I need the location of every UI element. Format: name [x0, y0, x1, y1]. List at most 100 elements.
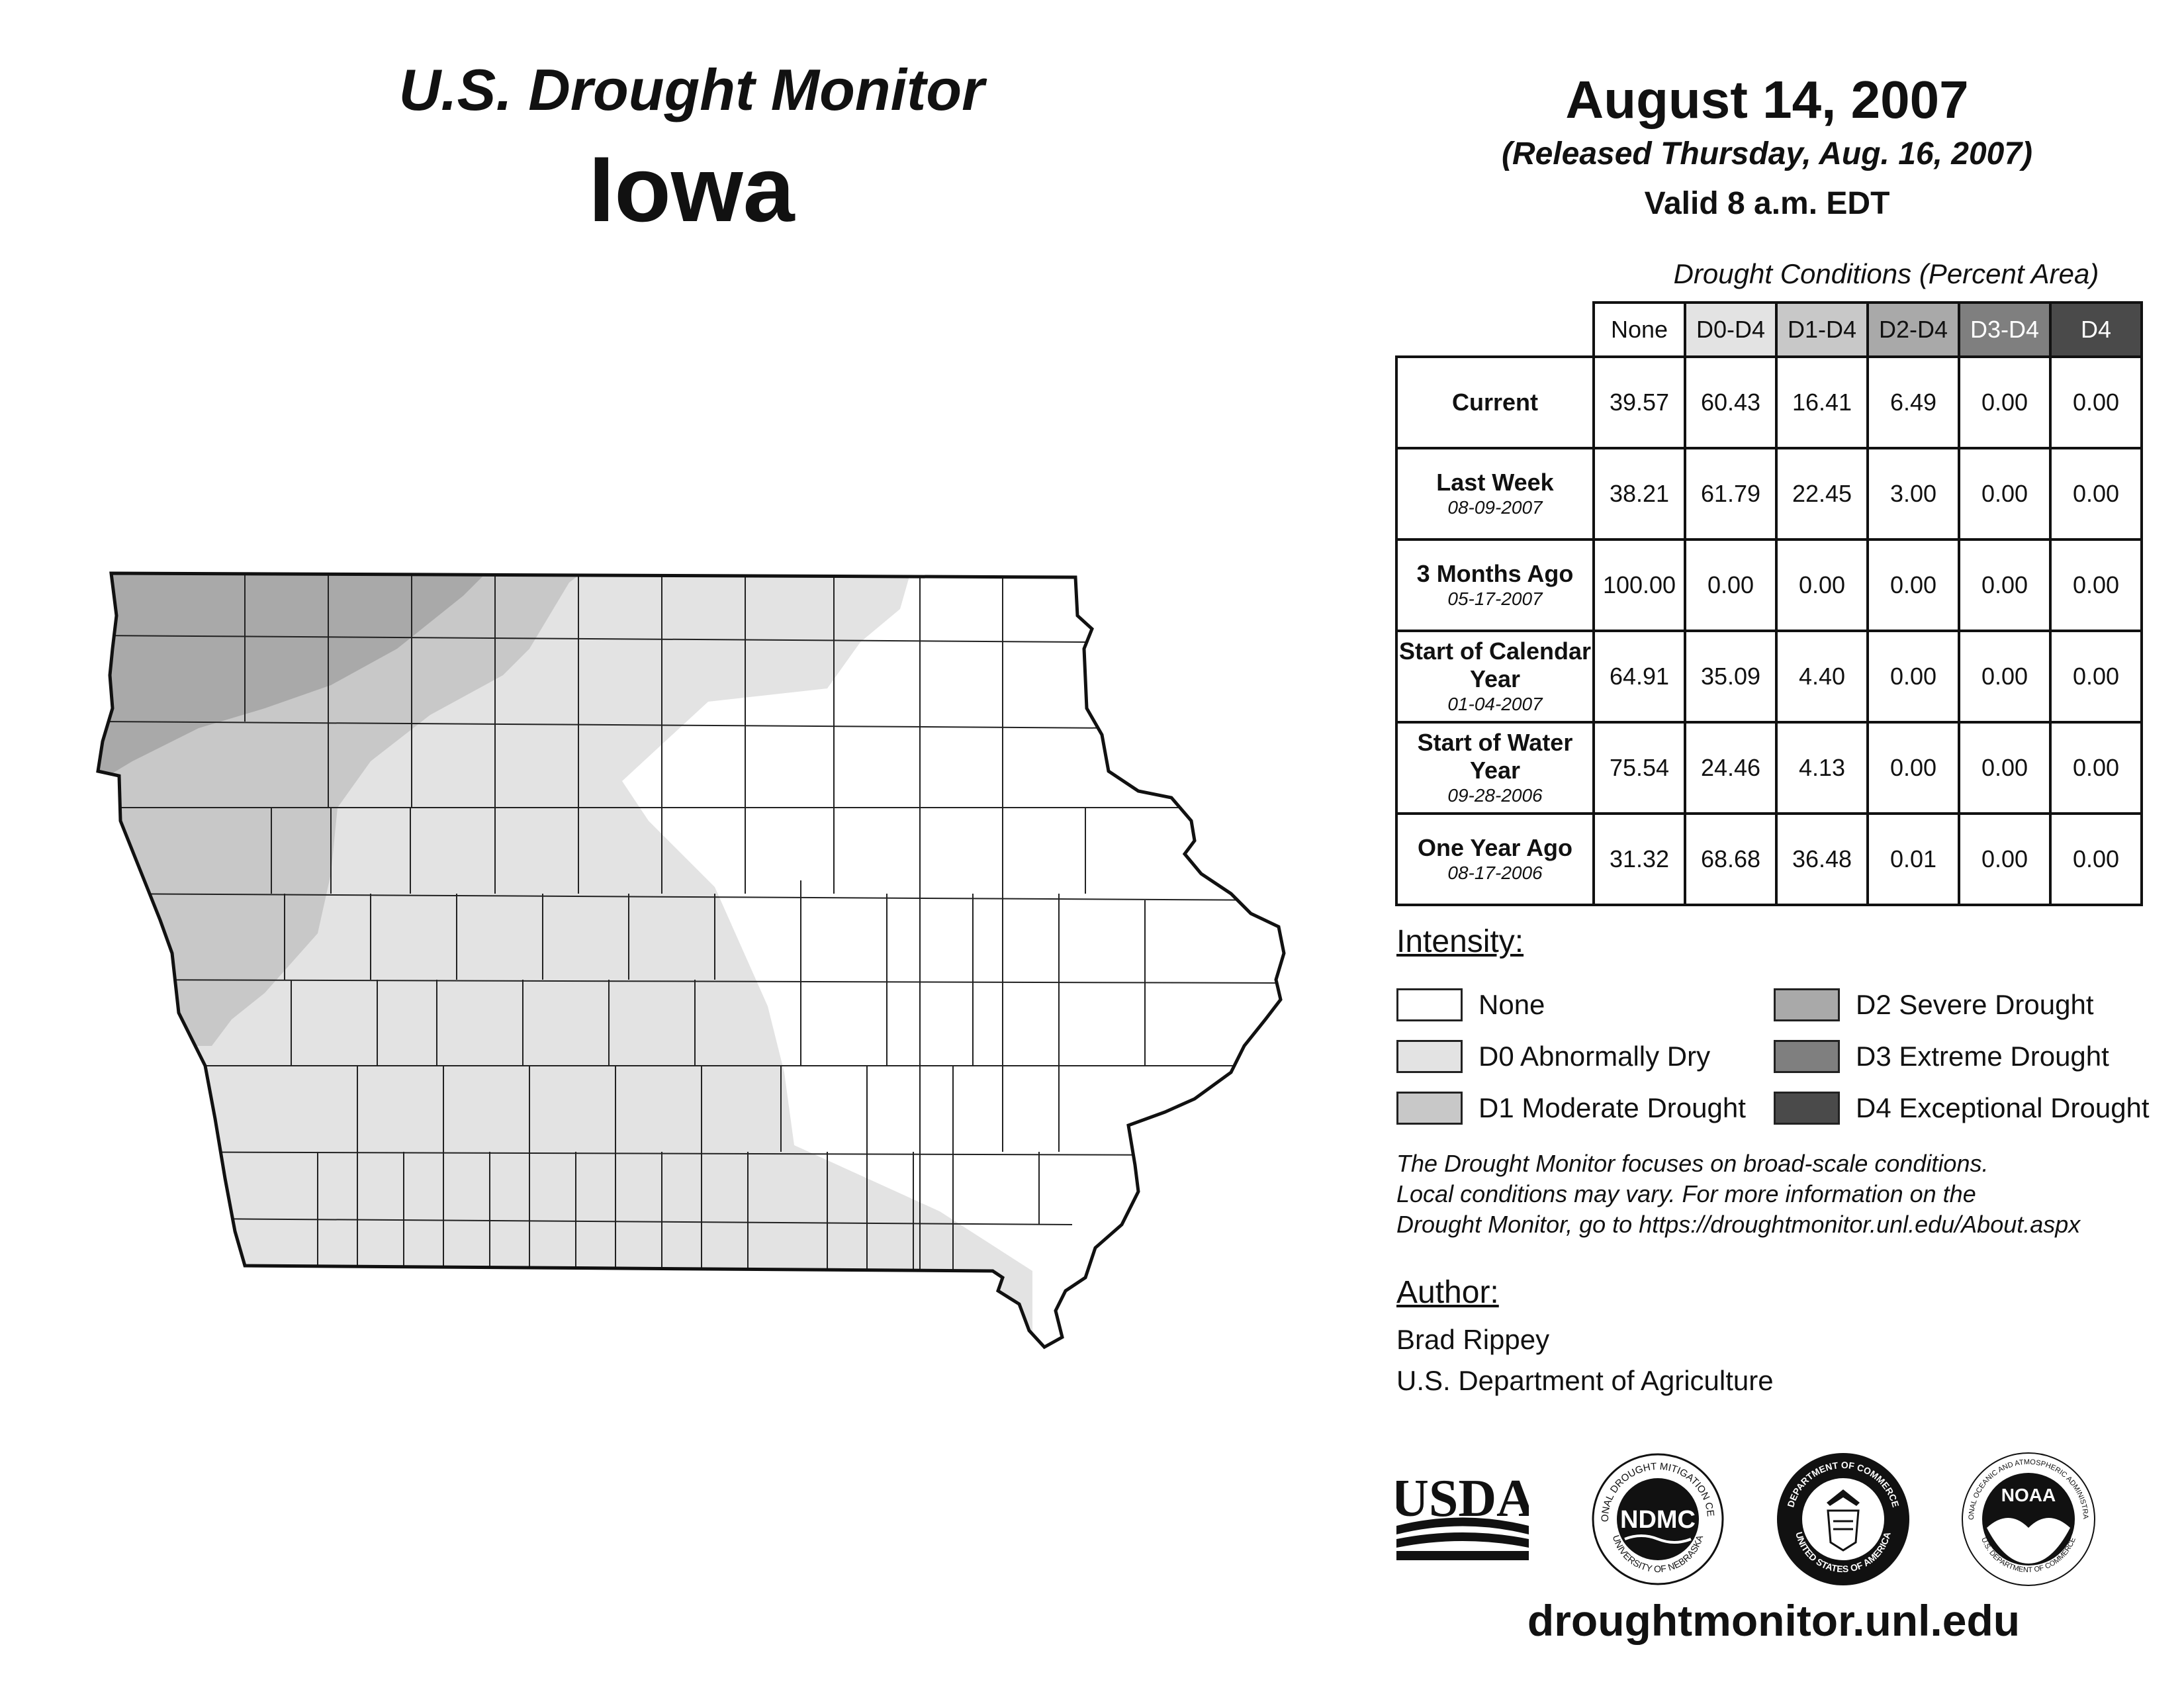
table-header-row: None D0-D4 D1-D4 D2-D4 D3-D4 D4 [1396, 301, 2143, 358]
table-cell: 64.91 [1592, 630, 1686, 724]
table-cell: 3.00 [1866, 447, 1960, 541]
legend-item-d1: D1 Moderate Drought [1396, 1090, 1746, 1127]
row-label-cell: Last Week 08-09-2007 [1395, 447, 1595, 541]
table-cell: 16.41 [1775, 355, 1869, 449]
legend-swatch [1396, 988, 1463, 1021]
table-cell: 0.01 [1866, 812, 1960, 906]
map-title: U.S. Drought Monitor [398, 57, 985, 122]
noaa-logo-text: NOAA [2001, 1485, 2056, 1505]
table-row: Current 39.57 60.43 16.41 6.49 0.00 0.00 [1395, 355, 2143, 449]
table-cell: 4.40 [1775, 630, 1869, 724]
website-url[interactable]: droughtmonitor.unl.edu [1527, 1596, 2021, 1645]
ndmc-logo: NATIONAL DROUGHT MITIGATION CENTER UNIVE… [1588, 1450, 1724, 1585]
row-date: 08-17-2006 [1447, 863, 1543, 883]
table-cell: 0.00 [2049, 447, 2143, 541]
column-header: D1-D4 [1775, 301, 1869, 358]
legend-label: D4 Exceptional Drought [1856, 1092, 2150, 1123]
legend-swatch [1396, 1040, 1463, 1073]
author-name: Brad Rippey [1396, 1324, 1550, 1355]
usda-logo: USDA [1396, 1470, 1529, 1560]
note-line: The Drought Monitor focuses on broad-sca… [1396, 1150, 1989, 1177]
table-row: Start of Water Year 09-28-2006 75.54 24.46 4… [1395, 721, 2143, 815]
note-line: Drought Monitor, go to https://droughtmo… [1396, 1211, 2081, 1238]
table-cell: 0.00 [1684, 538, 1778, 632]
legend-swatch [1774, 1040, 1840, 1073]
table-cell: 36.48 [1775, 812, 1869, 906]
row-date: 08-09-2007 [1447, 497, 1543, 518]
table-cell: 0.00 [1866, 538, 1960, 632]
table-cell: 0.00 [2049, 630, 2143, 724]
table-cell: 0.00 [2049, 812, 2143, 906]
column-header: D2-D4 [1866, 301, 1960, 358]
table-cell: 0.00 [1958, 721, 2052, 815]
row-label: Last Week [1436, 469, 1554, 496]
legend-swatch [1396, 1092, 1463, 1125]
table-cell: 68.68 [1684, 812, 1778, 906]
row-date: 05-17-2007 [1447, 588, 1543, 609]
iowa-state-border [96, 571, 1286, 1350]
state-title: Iowa [588, 137, 795, 241]
release-date: (Released Thursday, Aug. 16, 2007) [1501, 136, 2033, 171]
note-line: Local conditions may vary. For more info… [1396, 1180, 1976, 1207]
table-row: One Year Ago 08-17-2006 31.32 68.68 36.48 0.0… [1395, 812, 2143, 906]
table-cell: 22.45 [1775, 447, 1869, 541]
legend-item-d4: D4 Exceptional Drought [1774, 1090, 2150, 1127]
legend-label: D0 Abnormally Dry [1479, 1041, 1711, 1072]
table-cell: 0.00 [1866, 630, 1960, 724]
table-cell: 0.00 [2049, 355, 2143, 449]
column-header: D4 [2049, 301, 2143, 358]
noaa-logo: NATIONAL OCEANIC AND ATMOSPHERIC ADMINIS… [1959, 1450, 2095, 1586]
table-cell: 24.46 [1684, 721, 1778, 815]
legend-label: D2 Severe Drought [1856, 989, 2094, 1020]
table-cell: 0.00 [1958, 447, 2052, 541]
table-cell: 75.54 [1592, 721, 1686, 815]
table-cell: 0.00 [1958, 630, 2052, 724]
table-cell: 0.00 [2049, 538, 2143, 632]
column-header: D0-D4 [1684, 301, 1778, 358]
row-label: Start of Calendar Year [1398, 637, 1592, 692]
author-heading: Author: [1396, 1275, 1499, 1310]
table-cell: 60.43 [1684, 355, 1778, 449]
legend-swatch [1774, 1092, 1840, 1125]
table-row: Last Week 08-09-2007 38.21 61.79 22.45 3.00 0.… [1395, 447, 2143, 541]
iowa-drought-map [96, 571, 1286, 1350]
table-cell: 6.49 [1866, 355, 1960, 449]
table-cell: 61.79 [1684, 447, 1778, 541]
column-header: None [1592, 301, 1686, 358]
table-caption: Drought Conditions (Percent Area) [1673, 258, 2099, 289]
legend-swatch [1774, 988, 1840, 1021]
legend-item-d3: D3 Extreme Drought [1774, 1038, 2109, 1075]
table-cell: 31.32 [1592, 812, 1686, 906]
legend-item-none: None [1396, 986, 1545, 1023]
table-cell: 0.00 [1866, 721, 1960, 815]
row-label-cell: 3 Months Ago 05-17-2007 [1395, 538, 1595, 632]
table-cell: 39.57 [1592, 355, 1686, 449]
row-label: Current [1451, 389, 1538, 416]
legend-label: D3 Extreme Drought [1856, 1041, 2109, 1072]
table-corner [1396, 303, 1594, 358]
table-cell: 0.00 [2049, 721, 2143, 815]
author-org: U.S. Department of Agriculture [1396, 1365, 1774, 1396]
row-label-cell: Start of Water Year 09-28-2006 [1395, 721, 1595, 815]
table-cell: 0.00 [1775, 538, 1869, 632]
column-header: D3-D4 [1958, 301, 2052, 358]
row-label-cell: Start of Calendar Year 01-04-2007 [1395, 630, 1595, 724]
legend-label: None [1479, 989, 1545, 1020]
table-cell: 38.21 [1592, 447, 1686, 541]
row-label: Start of Water Year [1417, 729, 1573, 784]
row-date: 01-04-2007 [1447, 694, 1543, 714]
table-cell: 4.13 [1775, 721, 1869, 815]
legend-item-d0: D0 Abnormally Dry [1396, 1038, 1710, 1075]
row-label-cell: One Year Ago 08-17-2006 [1395, 812, 1595, 906]
row-date: 09-28-2006 [1447, 785, 1543, 806]
row-label: One Year Ago [1417, 834, 1573, 861]
row-label: 3 Months Ago [1416, 560, 1574, 587]
table-cell: 35.09 [1684, 630, 1778, 724]
valid-time: Valid 8 a.m. EDT [1644, 186, 1890, 221]
legend-label: D1 Moderate Drought [1479, 1092, 1746, 1123]
table-cell: 100.00 [1592, 538, 1686, 632]
table-row: 3 Months Ago 05-17-2007 100.00 0.00 0.00 0.00… [1395, 538, 2143, 632]
ndmc-logo-text: NDMC [1620, 1506, 1696, 1534]
legend-heading: Intensity: [1396, 924, 1524, 959]
table-cell: 0.00 [1958, 538, 2052, 632]
